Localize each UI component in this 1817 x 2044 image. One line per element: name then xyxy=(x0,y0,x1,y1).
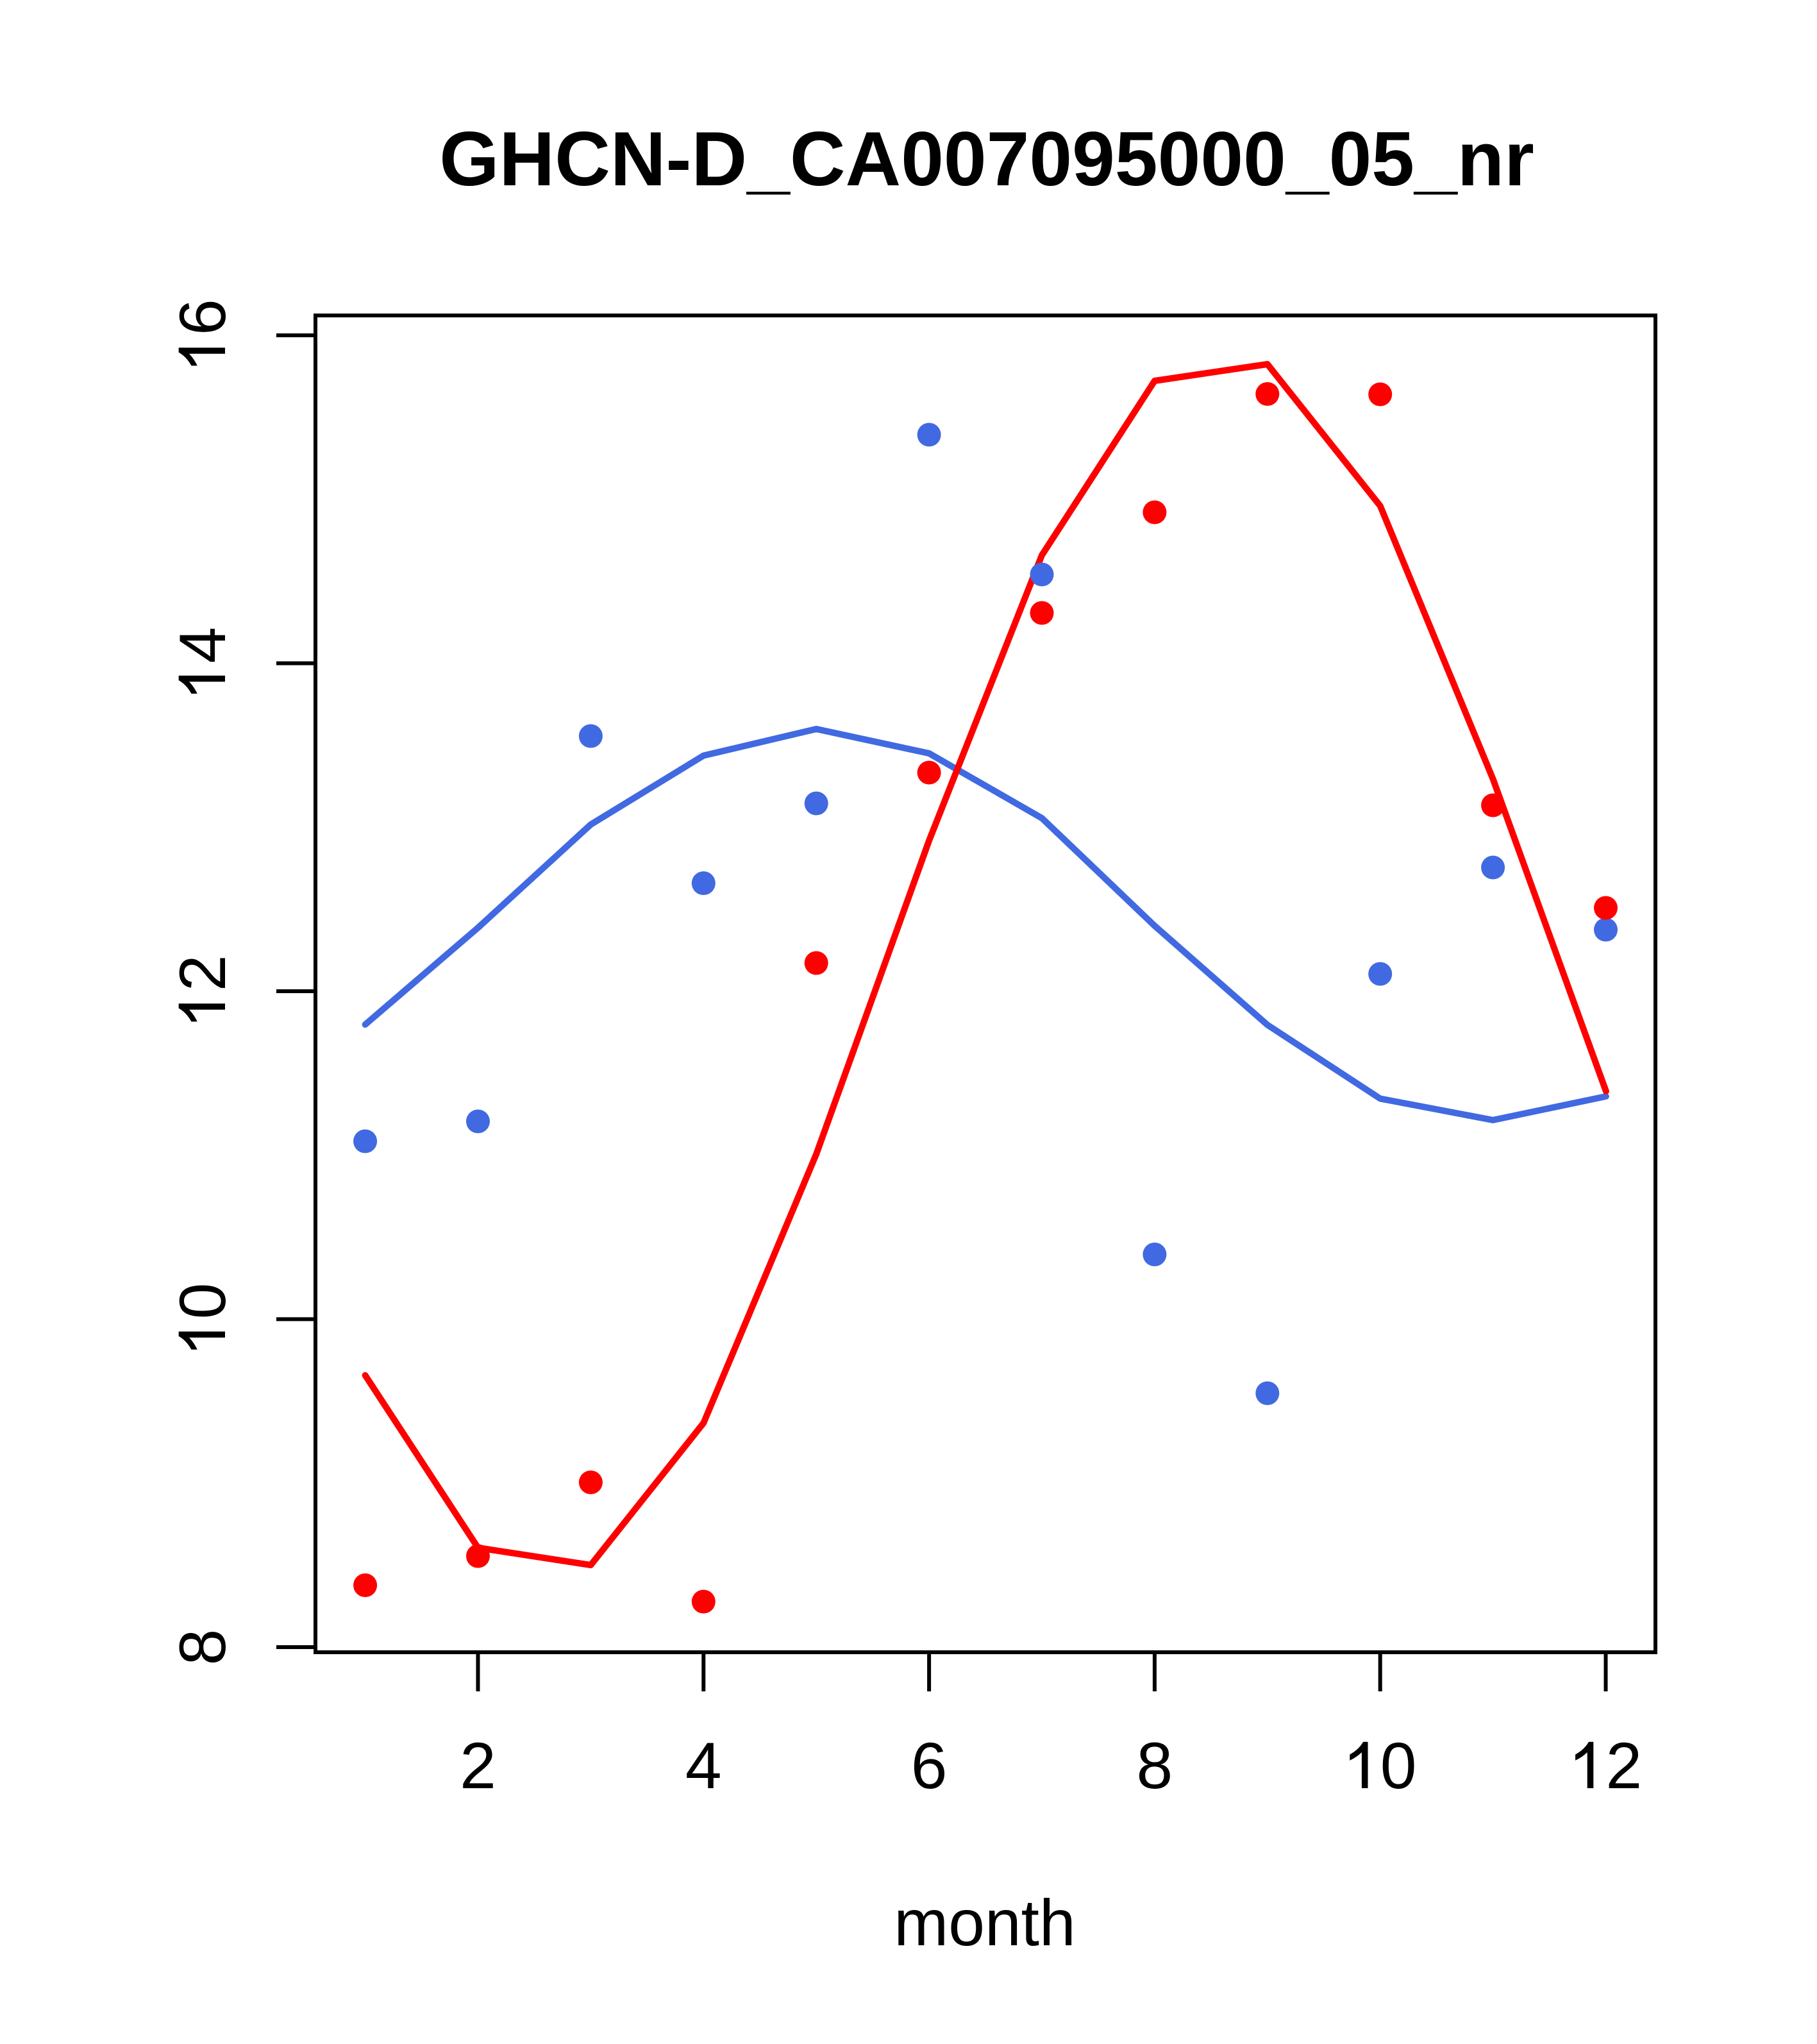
svg-text:4: 4 xyxy=(166,627,239,664)
svg-text:8: 8 xyxy=(1137,1729,1173,1802)
svg-text:0: 0 xyxy=(166,1283,239,1319)
svg-text:6: 6 xyxy=(911,1729,948,1802)
svg-text:month: month xyxy=(894,1886,1076,1959)
svg-text:2: 2 xyxy=(460,1729,496,1802)
svg-text:GHCN-D_CA007095000_05_nr: GHCN-D_CA007095000_05_nr xyxy=(439,116,1534,202)
svg-text:8: 8 xyxy=(166,1629,239,1666)
svg-text:0: 0 xyxy=(1380,1729,1417,1802)
svg-text:4: 4 xyxy=(685,1729,722,1802)
svg-text:2: 2 xyxy=(1606,1729,1643,1802)
svg-text:6: 6 xyxy=(166,299,239,335)
svg-text:2: 2 xyxy=(166,955,239,991)
